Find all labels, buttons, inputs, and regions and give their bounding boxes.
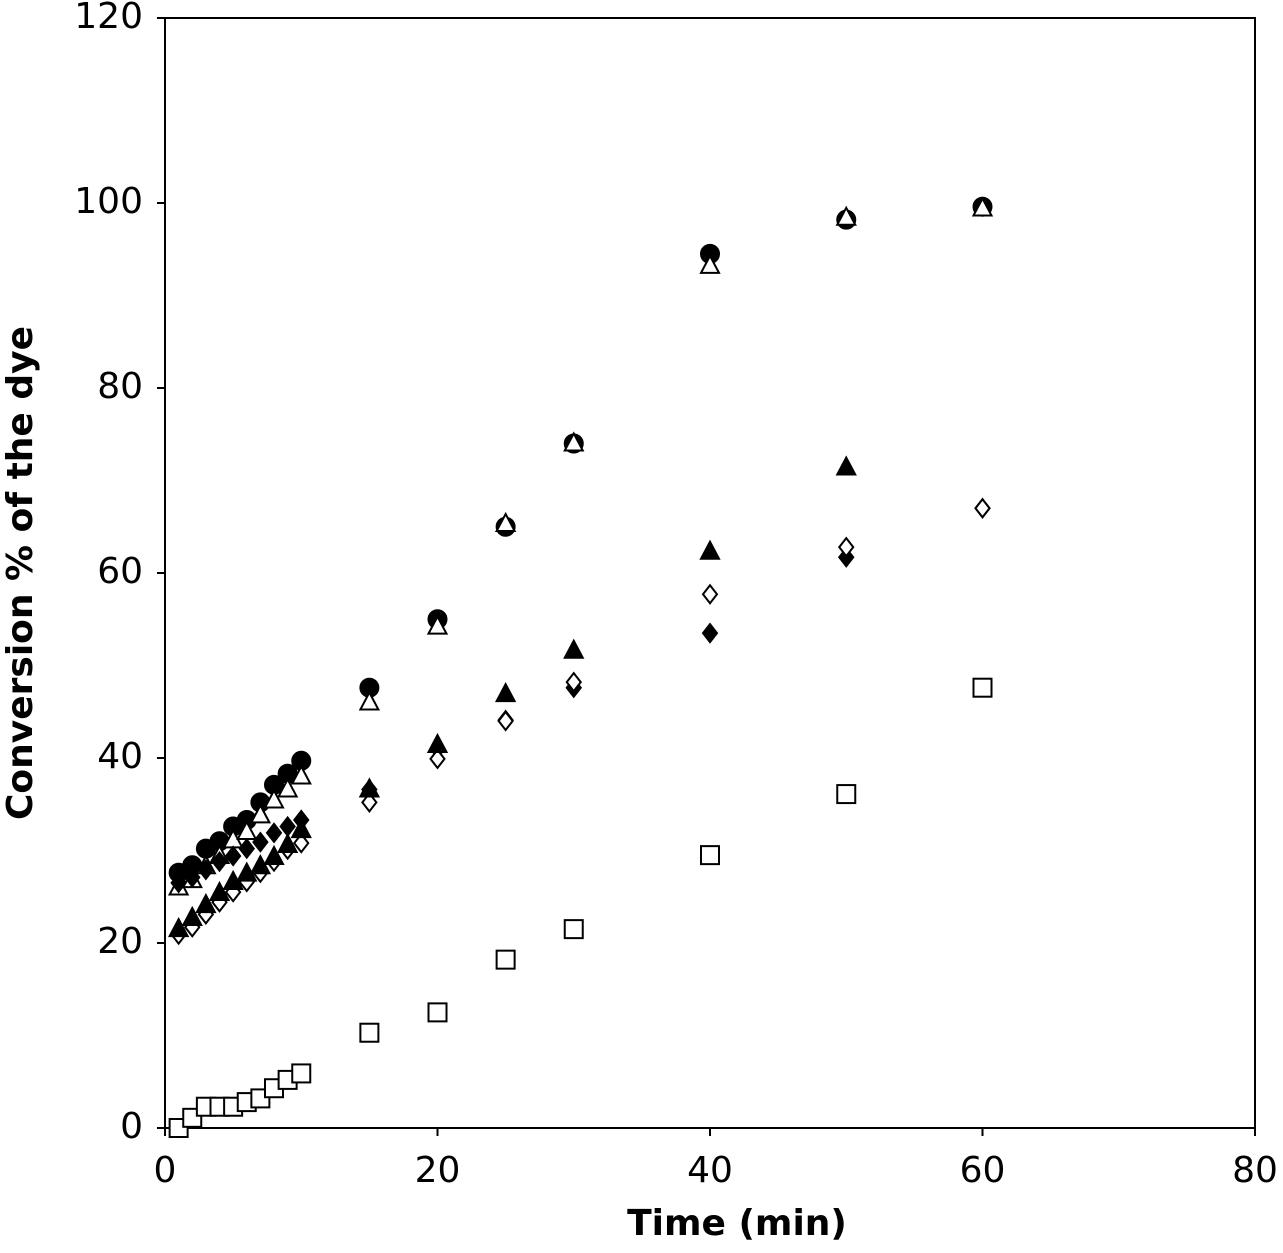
data-point	[252, 831, 269, 853]
data-point	[263, 844, 285, 865]
y-tick-label: 100	[74, 181, 143, 222]
plot-frame	[164, 17, 1256, 1129]
y-tick-label: 0	[120, 1106, 143, 1147]
y-axis-title: Conversion % of the dye	[0, 326, 41, 820]
data-point	[170, 872, 187, 894]
x-tick-label: 80	[1232, 1150, 1278, 1191]
x-tick-label: 60	[960, 1150, 1006, 1191]
data-point	[276, 832, 299, 853]
data-point	[224, 845, 242, 867]
data-point	[276, 777, 299, 798]
data-point	[426, 732, 449, 754]
data-point	[563, 431, 585, 452]
data-point	[290, 764, 312, 785]
data-point	[427, 1002, 448, 1023]
data-point	[208, 880, 231, 902]
data-point	[497, 710, 514, 732]
data-point	[211, 850, 228, 873]
data-point	[563, 638, 585, 659]
data-point	[279, 815, 296, 838]
data-point	[837, 536, 855, 558]
y-tick-label: 80	[97, 366, 143, 407]
data-point	[265, 822, 283, 844]
data-point	[167, 916, 190, 938]
data-point	[426, 614, 449, 635]
data-point	[701, 583, 719, 605]
data-point	[197, 859, 215, 881]
data-point	[701, 622, 719, 644]
data-point	[183, 866, 201, 888]
x-tick-label: 0	[154, 1150, 177, 1191]
data-point	[699, 539, 721, 560]
data-point	[238, 838, 256, 860]
data-point	[835, 455, 857, 476]
data-point	[429, 748, 446, 770]
data-point	[290, 818, 312, 839]
y-tick-label: 120	[74, 0, 143, 37]
data-point	[359, 1022, 380, 1043]
data-point	[292, 832, 310, 854]
data-point	[358, 690, 381, 711]
data-point	[699, 253, 721, 274]
data-point	[263, 788, 285, 809]
data-point	[195, 892, 217, 914]
data-point	[563, 919, 584, 940]
y-tick-label: 40	[97, 736, 143, 777]
data-point	[495, 949, 516, 970]
data-point	[181, 905, 203, 927]
y-tick-label: 60	[97, 551, 143, 592]
data-point	[494, 682, 517, 703]
data-point	[971, 196, 994, 217]
x-axis-title: Time (min)	[627, 1203, 847, 1244]
data-point	[565, 671, 583, 693]
data-point	[972, 677, 993, 698]
x-tick-label: 20	[415, 1150, 461, 1191]
x-tick-label: 40	[687, 1150, 733, 1191]
data-point	[836, 784, 857, 805]
y-tick-label: 20	[97, 921, 143, 962]
data-point	[291, 1063, 312, 1084]
data-point	[835, 205, 857, 226]
data-point	[494, 511, 517, 532]
data-point	[974, 497, 991, 519]
data-point	[700, 845, 720, 866]
data-point	[249, 803, 272, 824]
data-point	[358, 777, 381, 798]
data-point	[361, 791, 378, 814]
